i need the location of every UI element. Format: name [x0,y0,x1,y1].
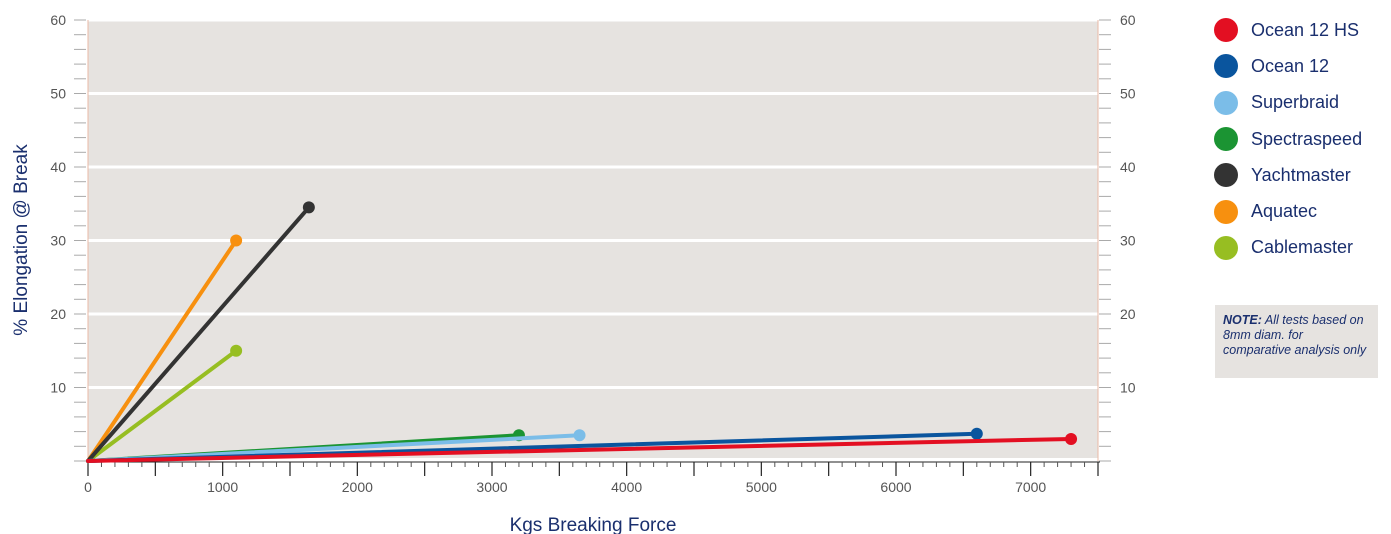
legend-item: Cablemaster [1214,230,1362,266]
legend-item: Spectraspeed [1214,121,1362,157]
legend-item: Superbraid [1214,85,1362,121]
series-lines [86,201,1078,463]
x-tick-label: 6000 [880,479,911,495]
legend-label: Yachtmaster [1251,164,1351,185]
y-tick-label-left: 50 [50,86,66,102]
y-tick-label-right: 30 [1120,233,1136,249]
legend-swatch [1214,90,1238,115]
series-line [86,205,311,463]
y-tick-label-right: 40 [1120,159,1136,175]
data-point [1065,432,1078,445]
y-tick-label-right: 10 [1120,380,1136,396]
y-tick-label-left: 30 [50,233,66,249]
legend-swatch [1214,163,1238,188]
data-point [302,201,315,214]
note-label: NOTE: [1223,313,1262,327]
legend-label: Ocean 12 [1251,55,1330,76]
legend-swatch [1214,54,1238,79]
legend-swatch [1214,18,1238,43]
x-tick-label: 5000 [746,479,777,495]
y-axis-title: % Elongation @ Break [11,144,32,336]
tick-labels: 0 1000 2000 3000 4000 5000 6000 7000 10 10 20 20 30 3… [50,12,1135,495]
legend-label: Superbraid [1251,92,1340,113]
legend-item: Ocean 12 [1214,48,1362,84]
x-tick-label: 4000 [611,479,642,495]
legend-label: Spectraspeed [1251,128,1363,149]
legend-label: Aquatec [1251,201,1318,222]
y-tick-label-right: 60 [1120,12,1136,28]
legend-item: Yachtmaster [1214,157,1362,193]
data-point [230,234,243,247]
legend-label: Cablemaster [1251,237,1354,258]
legend-swatch [1214,235,1238,260]
series-line [86,436,1074,463]
axis-ticks [74,19,1111,476]
x-tick-label: 2000 [342,479,373,495]
y-tick-label-left: 40 [50,159,66,175]
legend-swatch [1214,199,1238,224]
y-tick-label-right: 50 [1120,86,1136,102]
plot-background [88,18,1098,458]
y-tick-label-left: 60 [50,12,66,28]
x-tick-label: 1000 [207,479,238,495]
data-point [573,429,586,442]
legend-item: Ocean 12 HS [1214,12,1362,48]
legend-swatch [1214,127,1238,152]
x-tick-label: 7000 [1015,479,1046,495]
data-point [970,427,983,440]
legend-label: Ocean 12 HS [1251,19,1360,40]
note-text: All tests based on 8mm diam. for compara… [1223,313,1367,357]
data-point [230,344,243,357]
y-tick-label-right: 20 [1120,306,1136,322]
x-tick-label: 3000 [476,479,507,495]
legend-item: Aquatec [1214,193,1362,229]
series-line [86,238,239,463]
y-tick-label-left: 20 [50,306,66,322]
series-line [86,348,239,463]
x-axis-title: Kgs Breaking Force [510,515,677,534]
y-tick-label-left: 10 [50,380,66,396]
x-tick-label: 0 [84,479,92,495]
note-box: NOTE: All tests based on 8mm diam. for c… [1215,305,1378,378]
legend: Ocean 12 HS Ocean 12 Superbraid Spectraspee… [1214,12,1362,266]
